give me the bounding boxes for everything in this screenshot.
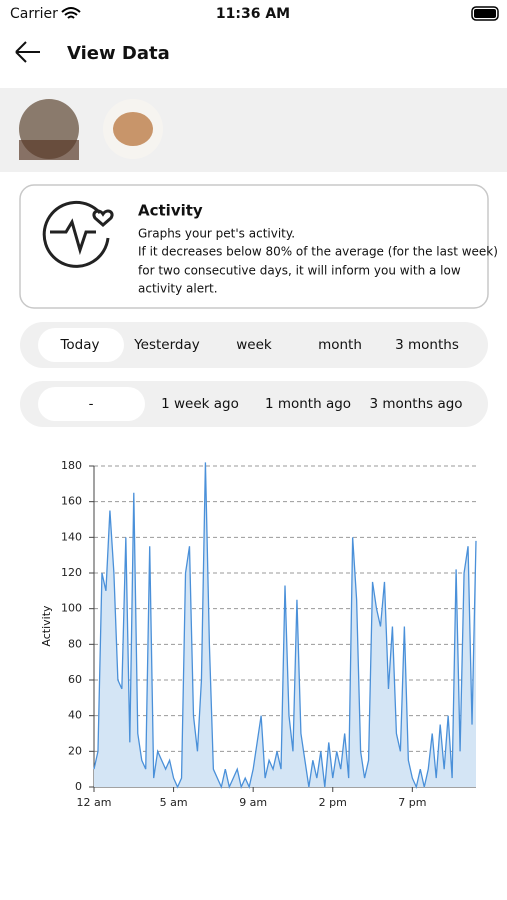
x-tick-label: 7 pm (398, 796, 426, 809)
y-tick-label: 60 (68, 673, 82, 686)
page-title: View Data (67, 43, 170, 64)
y-tick-label: 180 (61, 459, 82, 472)
clock: 11:36 AM (216, 6, 290, 22)
selected-tab (38, 387, 145, 421)
area-fill (94, 462, 476, 787)
x-tick-label: 5 am (160, 796, 188, 809)
y-tick-label: 0 (75, 780, 82, 793)
offset-tab[interactable]: 1 month ago (265, 396, 351, 412)
period-tab[interactable]: Yesterday (133, 337, 200, 353)
activity-icon (42, 200, 114, 268)
y-tick-label: 120 (61, 566, 82, 579)
period-tab[interactable]: Today (59, 337, 99, 353)
pet-avatar-detail (19, 140, 79, 160)
period-tab[interactable]: month (318, 337, 362, 353)
pet-bar (0, 88, 507, 172)
card-text: for two consecutive days, it will inform… (138, 264, 461, 278)
pet-avatar-detail (113, 112, 153, 146)
x-tick-label: 9 am (239, 796, 267, 809)
y-tick-label: 140 (61, 530, 82, 543)
back-button[interactable] (15, 41, 40, 63)
card-text: activity alert. (138, 282, 218, 296)
activity-line (93, 462, 477, 790)
period-tabs (20, 322, 488, 368)
period-tab[interactable]: week (236, 337, 272, 353)
y-axis-label: Activity (40, 605, 53, 647)
y-tick-label: 100 (61, 602, 82, 615)
card-text: If it decreases below 80% of the average… (138, 245, 498, 259)
period-tab[interactable]: 3 months (395, 337, 459, 353)
battery-level (474, 9, 496, 18)
battery (471, 6, 499, 21)
y-tick-label: 40 (68, 709, 82, 722)
card-text: Graphs your pet's activity. (138, 227, 295, 241)
y-tick-label: 20 (68, 744, 82, 757)
x-tick-label: 2 pm (319, 796, 347, 809)
wifi-icon (61, 7, 81, 19)
carrier: Carrier (10, 6, 58, 22)
offset-tab[interactable]: - (89, 396, 94, 412)
y-tick-label: 160 (61, 495, 82, 508)
card-title: Activity (138, 202, 203, 220)
offset-tab[interactable]: 3 months ago (369, 396, 462, 412)
x-tick-label: 12 am (77, 796, 112, 809)
offset-tab[interactable]: 1 week ago (161, 396, 239, 412)
info-card (19, 184, 489, 309)
y-tick-label: 80 (68, 637, 82, 650)
selected-tab (38, 328, 124, 362)
